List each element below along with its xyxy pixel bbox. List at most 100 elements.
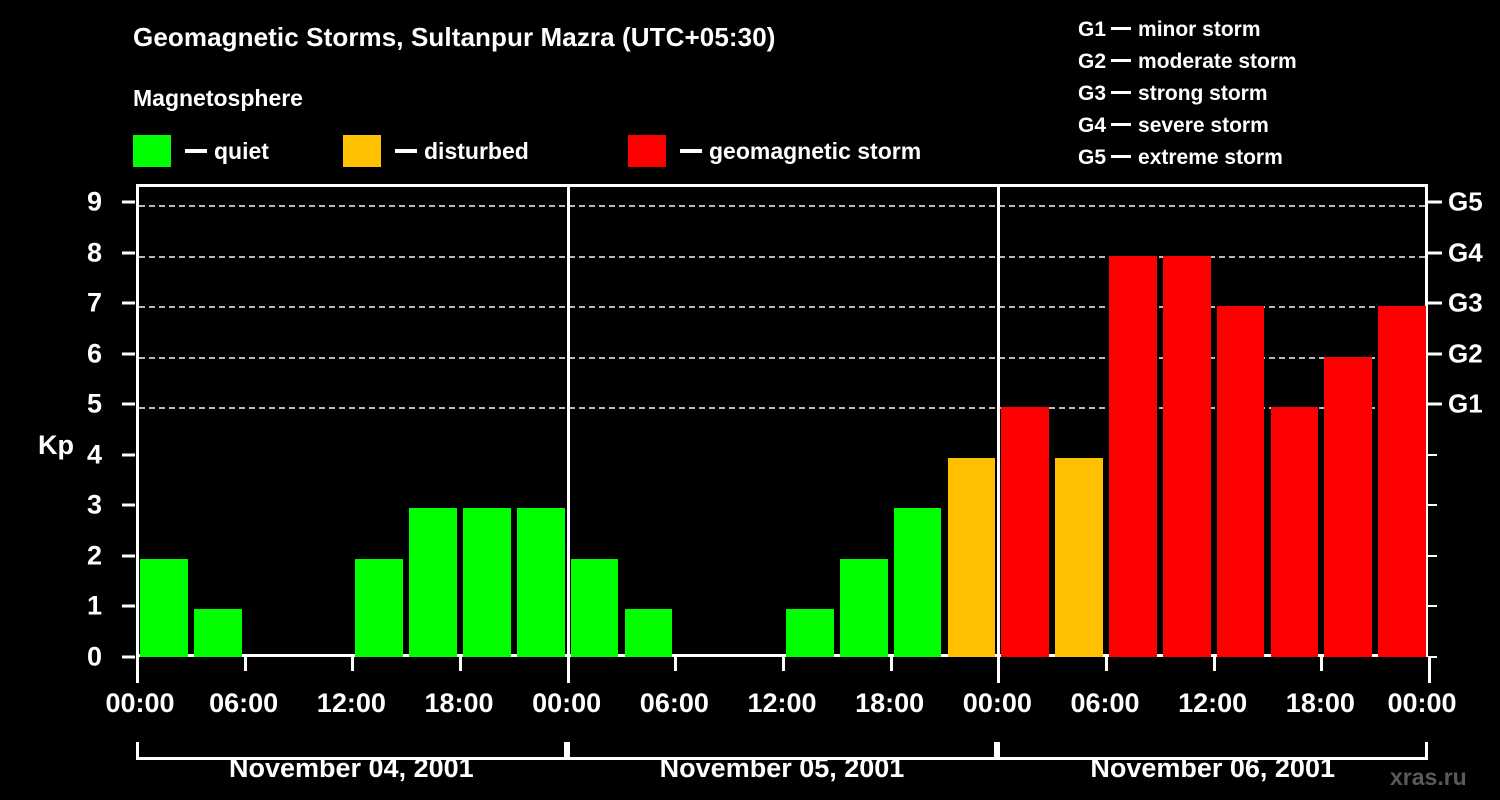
plot-area — [136, 184, 1428, 657]
x-tick-label-6: 18:00 — [424, 688, 494, 718]
g-axis-minor-tick-0 — [1428, 656, 1437, 658]
y-tick-7 — [122, 301, 135, 305]
day-bracket-1 — [566, 742, 998, 760]
y-axis-title: Kp — [38, 430, 74, 460]
x-tick-14 — [889, 657, 893, 671]
g-axis-tick-g2 — [1428, 352, 1442, 356]
bar-quiet-12 — [786, 609, 834, 657]
g-axis-label-g1: G1 — [1448, 388, 1483, 419]
storm-scale-dash-icon — [1111, 91, 1132, 95]
y-tick-label-2: 2 — [86, 540, 102, 571]
g-axis-minor-tick-2 — [1428, 554, 1437, 557]
storm-scale-row-g5: G5 extreme storm — [1078, 142, 1297, 174]
storm-scale-code: G4 — [1078, 114, 1107, 137]
x-tick-label-0: 00:00 — [105, 688, 175, 718]
bar-storm-18 — [1109, 255, 1157, 657]
g-axis-label-g3: G3 — [1448, 287, 1483, 318]
x-tick-2 — [243, 657, 247, 671]
x-tick-22 — [1320, 657, 1324, 671]
storm-scale-code: G5 — [1078, 146, 1107, 169]
storm-scale-row-g3: G3 strong storm — [1078, 78, 1297, 110]
storm-scale-desc: moderate storm — [1138, 50, 1297, 73]
day-separator-2 — [997, 184, 1001, 657]
y-tick-2 — [122, 554, 135, 558]
storm-scale-desc: extreme storm — [1138, 146, 1283, 169]
g-axis-minor-tick-3 — [1428, 504, 1437, 507]
storm-scale-desc: minor storm — [1138, 18, 1261, 41]
g-axis-tick-g3 — [1428, 301, 1442, 305]
x-tick-label-10: 06:00 — [639, 688, 709, 718]
gridline-kp-8 — [139, 255, 1425, 258]
bar-quiet-6 — [463, 508, 511, 657]
storm-scale-code: G1 — [1078, 18, 1107, 41]
y-tick-6 — [122, 352, 135, 356]
legend-label-disturbed: disturbed — [424, 137, 529, 164]
day-bracket-0 — [136, 742, 567, 760]
y-tick-label-7: 7 — [86, 287, 102, 318]
bar-quiet-0 — [140, 558, 188, 657]
day-label-2: November 06, 2001 — [1090, 753, 1335, 783]
g-axis-label-g2: G2 — [1448, 338, 1483, 369]
bar-storm-20 — [1216, 306, 1265, 657]
x-tick-label-22: 18:00 — [1285, 688, 1355, 718]
bar-storm-23 — [1378, 306, 1426, 657]
storm-scale-code: G2 — [1078, 50, 1107, 73]
y-tick-label-9: 9 — [86, 186, 102, 217]
g-axis-minor-tick-1 — [1428, 605, 1437, 608]
gridline-kp-7 — [139, 306, 1425, 309]
bar-series — [139, 187, 1426, 657]
y-tick-8 — [122, 251, 135, 255]
x-tick-label-2: 06:00 — [209, 688, 279, 718]
storm-scale-dash-icon — [1111, 27, 1132, 31]
legend-item-disturbed: disturbed — [343, 131, 529, 171]
legend-swatch-disturbed — [343, 135, 381, 167]
bar-storm-21 — [1270, 407, 1319, 657]
x-tick-6 — [459, 657, 462, 671]
legend-item-quiet: quiet — [133, 131, 269, 171]
y-tick-5 — [122, 402, 135, 406]
storm-scale-row-g1: G1 minor storm — [1078, 14, 1297, 46]
section-label-magnetosphere: Magnetosphere — [133, 85, 303, 111]
storm-scale-code: G3 — [1078, 82, 1107, 105]
x-tick-24 — [1428, 657, 1431, 683]
legend-label-quiet: quiet — [214, 137, 269, 164]
y-tick-3 — [122, 503, 135, 507]
x-tick-label-24: 00:00 — [1387, 688, 1457, 718]
bar-quiet-14 — [893, 508, 942, 657]
y-tick-1 — [122, 604, 135, 608]
y-tick-label-6: 6 — [86, 338, 102, 369]
legend-swatch-storm — [628, 135, 666, 167]
day-label-1: November 05, 2001 — [659, 753, 905, 783]
day-bracket-2 — [997, 742, 1428, 760]
x-tick-label-16: 00:00 — [962, 688, 1032, 718]
legend-dash-icon — [185, 149, 207, 153]
bar-quiet-1 — [193, 609, 242, 657]
g-axis-label-g4: G4 — [1448, 237, 1483, 268]
legend-item-storm: geomagnetic storm — [628, 131, 921, 171]
day-separator-1 — [566, 184, 570, 657]
legend-label-storm: geomagnetic storm — [709, 137, 922, 164]
x-tick-4 — [351, 657, 355, 671]
gridline-kp-9 — [139, 205, 1425, 207]
g-axis-minor-tick-4 — [1428, 453, 1437, 456]
y-tick-label-1: 1 — [86, 590, 102, 621]
storm-scale-dash-icon — [1111, 155, 1132, 159]
bar-quiet-4 — [355, 558, 404, 657]
bar-storm-19 — [1162, 255, 1211, 657]
bar-quiet-5 — [409, 508, 457, 657]
y-tick-label-0: 0 — [86, 641, 102, 672]
legend-dash-icon — [680, 149, 702, 153]
x-tick-label-20: 12:00 — [1178, 688, 1248, 718]
y-tick-label-8: 8 — [86, 237, 102, 268]
bar-quiet-8 — [570, 558, 619, 657]
storm-scale-row-g2: G2 moderate storm — [1078, 46, 1297, 78]
x-tick-8 — [566, 657, 570, 683]
x-tick-label-18: 06:00 — [1070, 688, 1140, 718]
storm-scale-desc: severe storm — [1138, 114, 1269, 137]
storm-scale-legend: G1 minor storm G2 moderate storm G3 strong st… — [1078, 14, 1297, 174]
y-tick-0 — [122, 655, 135, 659]
x-tick-label-8: 00:00 — [532, 688, 602, 718]
x-tick-10 — [674, 657, 678, 671]
y-tick-label-5: 5 — [86, 388, 102, 419]
